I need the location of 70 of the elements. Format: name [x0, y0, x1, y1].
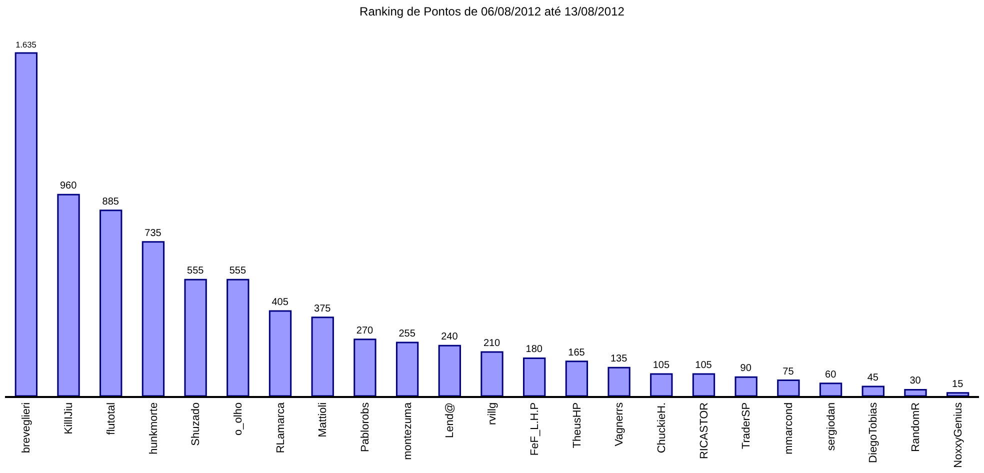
x-tick-label: Pablorobs — [360, 402, 372, 452]
bar — [692, 373, 716, 396]
x-tick-label: RLamarca — [274, 402, 287, 454]
bar — [862, 386, 884, 396]
bar — [438, 344, 461, 396]
data-label: 735 — [144, 228, 162, 239]
data-label: 165 — [568, 347, 586, 358]
x-tick-label: RandomR — [910, 402, 922, 452]
data-label: 375 — [314, 303, 332, 314]
bar — [100, 210, 122, 396]
x-tick-label: TraderSP — [740, 402, 753, 450]
bar — [565, 360, 588, 396]
data-label: 210 — [483, 338, 501, 349]
bar — [734, 376, 758, 396]
data-label: 60 — [825, 369, 837, 380]
x-tick-label: breveglieri — [20, 402, 33, 454]
x-tick-label: RICASTOR — [698, 402, 710, 460]
x-tick-label: Mattioli — [317, 402, 330, 438]
data-label: 30 — [910, 376, 922, 387]
x-tick-label: sergiodan — [825, 402, 838, 451]
x-tick-label: mmarcond — [783, 402, 796, 454]
x-tick-label: o_olho — [232, 402, 244, 436]
bar — [480, 351, 504, 396]
bar — [354, 338, 376, 396]
data-label: 15 — [952, 378, 964, 390]
bar — [946, 392, 970, 396]
x-tick-label: hunkmorte — [148, 402, 160, 454]
x-tick-label: NoxxyGenius — [952, 402, 964, 468]
x-tick-label: TheusHP — [571, 402, 584, 448]
bar — [777, 380, 800, 396]
bar — [904, 388, 927, 396]
bar — [14, 52, 38, 396]
data-label: 960 — [60, 180, 78, 192]
data-label: 180 — [526, 344, 543, 356]
chart-title: Ranking de Pontos de 06/08/2012 até 13/08/2012 — [360, 4, 625, 18]
bar — [311, 316, 334, 396]
x-tick-label: flutotal — [105, 402, 118, 435]
data-label: 135 — [610, 354, 628, 365]
data-label: 90 — [740, 363, 752, 374]
bar — [608, 366, 630, 396]
bar — [57, 194, 80, 396]
data-label: 255 — [398, 328, 416, 340]
x-tick-label: rvillg — [486, 402, 499, 426]
bar — [226, 278, 250, 396]
data-label: 240 — [441, 332, 458, 343]
x-tick-label: ChuckieH. — [656, 402, 668, 454]
bar — [142, 241, 165, 396]
bar — [650, 373, 673, 396]
data-label: 555 — [229, 266, 246, 277]
data-label: 270 — [356, 325, 374, 336]
bar — [819, 382, 842, 396]
bar — [268, 310, 292, 396]
x-tick-label: Lend@ — [444, 402, 456, 438]
data-label: 105 — [695, 360, 712, 371]
bar — [184, 278, 207, 396]
data-label: 405 — [272, 297, 289, 308]
data-label: 555 — [187, 266, 204, 277]
x-tick-label: Shuzado — [190, 402, 202, 446]
data-label: 105 — [652, 360, 670, 371]
x-tick-label: Vagnerrs — [614, 402, 626, 446]
bar — [523, 357, 546, 396]
x-tick-label: montezuma — [402, 402, 414, 460]
bar — [396, 342, 419, 396]
x-tick-label: DiegoTobias — [868, 402, 880, 463]
data-label: 885 — [102, 196, 120, 208]
data-label: 45 — [867, 372, 879, 384]
data-label: 75 — [782, 366, 794, 378]
data-label: 1.635 — [16, 40, 37, 50]
x-tick-label: FeF_L.H.P — [528, 402, 541, 456]
x-tick-label: KillIJiu — [63, 402, 76, 434]
